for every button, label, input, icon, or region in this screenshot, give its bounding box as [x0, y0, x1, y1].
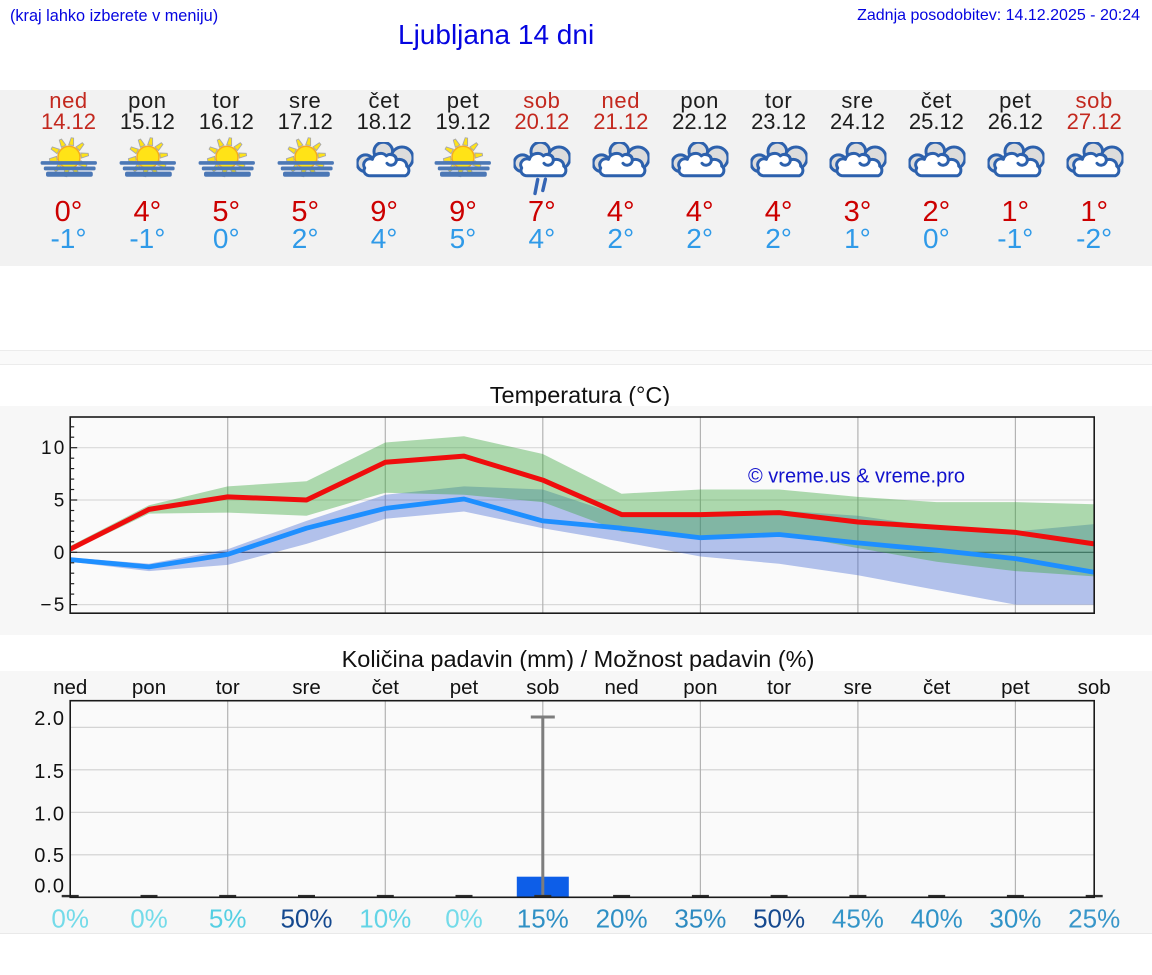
svg-text:45%: 45% — [832, 903, 884, 933]
svg-text:tor: tor — [216, 676, 240, 699]
svg-text:tor: tor — [767, 676, 791, 699]
svg-text:sre: sre — [844, 676, 872, 699]
svg-text:2.0: 2.0 — [34, 708, 65, 730]
svg-text:5%: 5% — [209, 903, 247, 933]
svg-text:0: 0 — [54, 543, 67, 564]
svg-text:pon: pon — [683, 676, 717, 699]
svg-text:20%: 20% — [596, 903, 648, 933]
svg-text:15%: 15% — [517, 903, 569, 933]
svg-text:1.5: 1.5 — [34, 761, 65, 783]
svg-text:ned: ned — [604, 676, 638, 699]
svg-text:0%: 0% — [51, 903, 89, 933]
svg-text:0.0: 0.0 — [34, 876, 65, 898]
svg-text:čet: čet — [372, 676, 400, 699]
svg-text:sob: sob — [1078, 676, 1111, 699]
svg-text:25%: 25% — [1068, 903, 1120, 933]
svg-text:10%: 10% — [359, 903, 411, 933]
svg-text:čet: čet — [923, 676, 951, 699]
svg-text:10: 10 — [41, 438, 67, 459]
svg-text:sob: sob — [526, 676, 559, 699]
svg-text:0.5: 0.5 — [34, 845, 65, 867]
svg-text:pet: pet — [450, 676, 479, 699]
svg-text:50%: 50% — [280, 903, 332, 933]
svg-text:sre: sre — [292, 676, 320, 699]
svg-text:−5: −5 — [40, 595, 66, 616]
svg-text:35%: 35% — [674, 903, 726, 933]
svg-text:© vreme.us & vreme.pro: © vreme.us & vreme.pro — [748, 466, 965, 488]
svg-text:ned: ned — [53, 676, 87, 699]
svg-text:pon: pon — [132, 676, 166, 699]
svg-text:pet: pet — [1001, 676, 1030, 699]
svg-text:0%: 0% — [130, 903, 168, 933]
svg-text:1.0: 1.0 — [34, 804, 65, 826]
svg-text:5: 5 — [54, 491, 67, 512]
svg-text:0%: 0% — [445, 903, 483, 933]
svg-text:40%: 40% — [911, 903, 963, 933]
svg-text:50%: 50% — [753, 903, 805, 933]
svg-text:30%: 30% — [989, 903, 1041, 933]
